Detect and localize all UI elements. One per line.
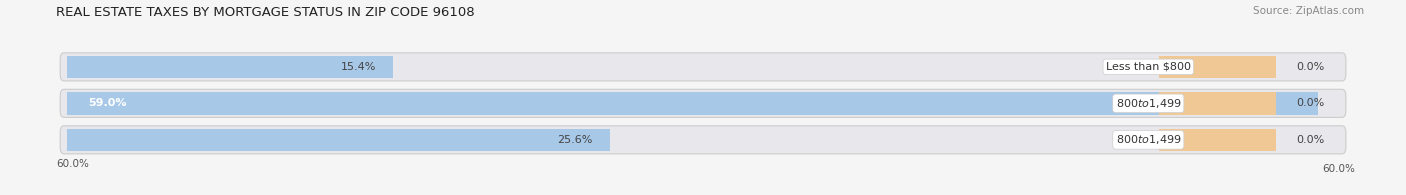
Text: 25.6%: 25.6% xyxy=(557,135,593,145)
Bar xyxy=(67,129,610,151)
Text: Source: ZipAtlas.com: Source: ZipAtlas.com xyxy=(1253,6,1364,16)
Bar xyxy=(1159,92,1275,115)
Text: 0.0%: 0.0% xyxy=(1296,98,1324,108)
Text: 59.0%: 59.0% xyxy=(89,98,127,108)
Text: REAL ESTATE TAXES BY MORTGAGE STATUS IN ZIP CODE 96108: REAL ESTATE TAXES BY MORTGAGE STATUS IN … xyxy=(56,6,475,19)
Text: 0.0%: 0.0% xyxy=(1296,135,1324,145)
Text: Less than $800: Less than $800 xyxy=(1105,62,1191,72)
Legend: Without Mortgage, With Mortgage: Without Mortgage, With Mortgage xyxy=(588,194,818,195)
FancyBboxPatch shape xyxy=(60,126,1346,154)
Text: 0.0%: 0.0% xyxy=(1296,62,1324,72)
Bar xyxy=(1159,129,1275,151)
Bar xyxy=(1159,56,1275,78)
Text: 15.4%: 15.4% xyxy=(342,62,377,72)
Text: $800 to $1,499: $800 to $1,499 xyxy=(1115,133,1181,146)
Bar xyxy=(67,92,1317,115)
FancyBboxPatch shape xyxy=(60,89,1346,117)
FancyBboxPatch shape xyxy=(60,53,1346,81)
Text: $800 to $1,499: $800 to $1,499 xyxy=(1115,97,1181,110)
Bar xyxy=(67,56,394,78)
Text: 60.0%: 60.0% xyxy=(56,159,89,169)
